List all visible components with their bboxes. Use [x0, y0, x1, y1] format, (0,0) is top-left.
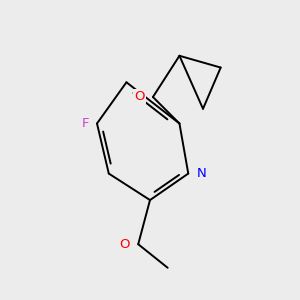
- Text: O: O: [120, 238, 130, 251]
- Text: N: N: [197, 167, 206, 180]
- Text: O: O: [134, 91, 145, 103]
- Text: F: F: [82, 117, 89, 130]
